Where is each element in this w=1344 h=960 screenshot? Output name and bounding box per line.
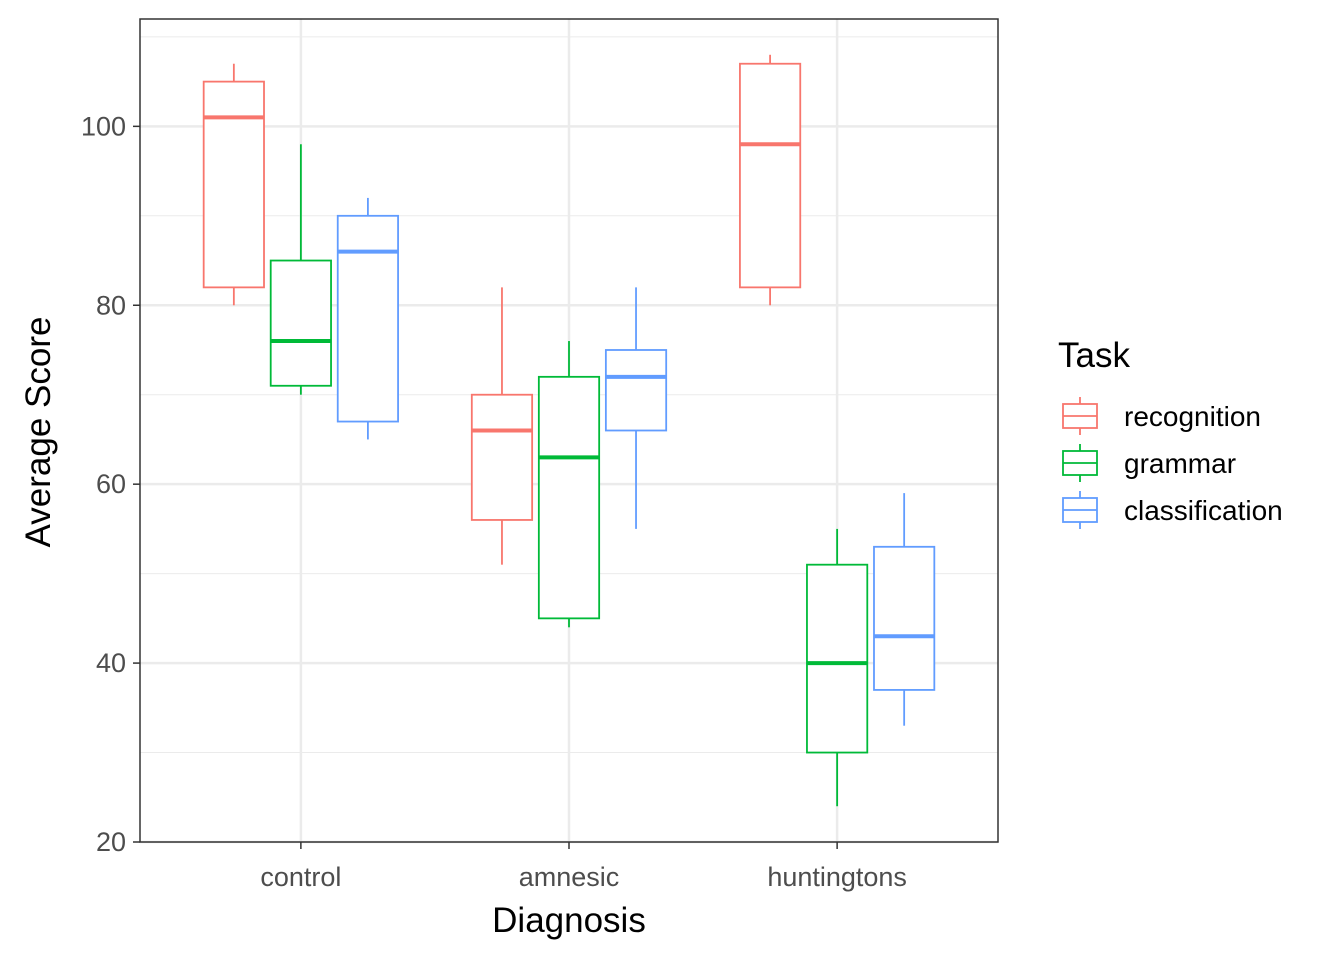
legend-item-grammar: grammar: [1062, 444, 1236, 482]
legend: Task recognition grammar classification: [1058, 336, 1283, 529]
axes: 20 40 60 80 100 control amnesic huntingtons: [81, 111, 907, 892]
legend-item-recognition: recognition: [1062, 397, 1261, 435]
y-tick-label: 80: [96, 290, 126, 320]
x-tick-label: control: [260, 862, 341, 892]
box-iqr: [336, 214, 399, 423]
box-grammar-huntingtons: [806, 528, 869, 807]
box-classification-huntingtons: [873, 493, 936, 726]
legend-item-classification: classification: [1062, 491, 1283, 529]
box-classification-control: [336, 197, 399, 440]
box-iqr: [537, 375, 601, 620]
x-tick-label: huntingtons: [767, 862, 907, 892]
box-recognition-amnesic: [470, 287, 534, 565]
x-tick-label: amnesic: [519, 862, 620, 892]
box-iqr: [806, 563, 869, 754]
box-plot-area: [202, 54, 936, 807]
box-iqr: [739, 62, 802, 289]
y-axis-title: Average Score: [19, 317, 58, 548]
y-tick-label: 100: [81, 111, 126, 141]
x-axis-title: Diagnosis: [492, 901, 646, 940]
legend-label: grammar: [1124, 448, 1236, 479]
y-tick-label: 60: [96, 469, 126, 499]
box-iqr: [873, 545, 936, 691]
box-iqr: [269, 259, 332, 387]
box-iqr: [604, 349, 668, 432]
box-recognition-huntingtons: [739, 54, 802, 306]
y-tick-label: 40: [96, 648, 126, 678]
box-recognition-control: [202, 63, 265, 306]
legend-title: Task: [1058, 336, 1130, 375]
box-iqr: [202, 80, 265, 289]
box-classification-amnesic: [604, 287, 668, 529]
box-iqr: [470, 393, 534, 521]
legend-label: classification: [1124, 495, 1283, 526]
legend-label: recognition: [1124, 401, 1261, 432]
y-tick-label: 20: [96, 827, 126, 857]
box-grammar-amnesic: [537, 341, 601, 628]
box-grammar-control: [269, 144, 332, 395]
